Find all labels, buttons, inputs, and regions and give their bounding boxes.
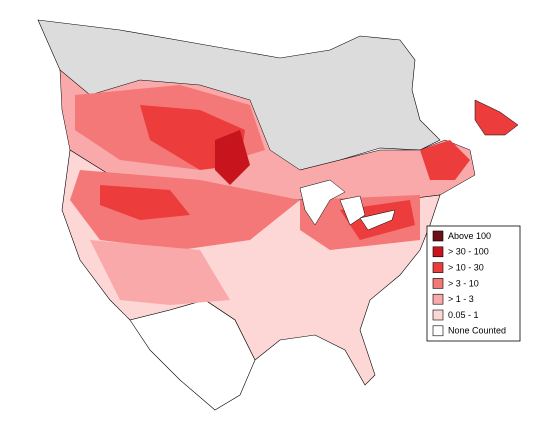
legend-swatch	[432, 293, 444, 305]
great-lakes	[299, 179, 396, 231]
legend: Above 100 > 30 - 100 > 10 - 30 > 3 - 10 > 1 …	[432, 230, 506, 337]
legend-swatch	[432, 230, 444, 242]
abundance-patch	[100, 185, 190, 220]
legend-label: None Counted	[448, 326, 506, 336]
legend-swatch	[432, 262, 444, 273]
legend-label: > 1 - 3	[448, 294, 474, 304]
abundance-patch	[90, 240, 230, 305]
legend-label: 0.05 - 1	[448, 310, 479, 320]
legend-swatch	[432, 309, 444, 321]
legend-swatch	[432, 278, 444, 289]
abundance-patch	[420, 140, 470, 180]
legend-label: Above 100	[448, 231, 491, 241]
mexico	[129, 299, 256, 411]
legend-swatch	[432, 246, 444, 258]
legend-label: > 3 - 10	[448, 278, 479, 288]
legend-swatch	[432, 325, 444, 337]
legend-label: > 30 - 100	[448, 247, 489, 257]
abundance-patch	[215, 130, 250, 185]
legend-label: > 10 - 30	[448, 262, 484, 272]
newfoundland	[474, 99, 519, 136]
